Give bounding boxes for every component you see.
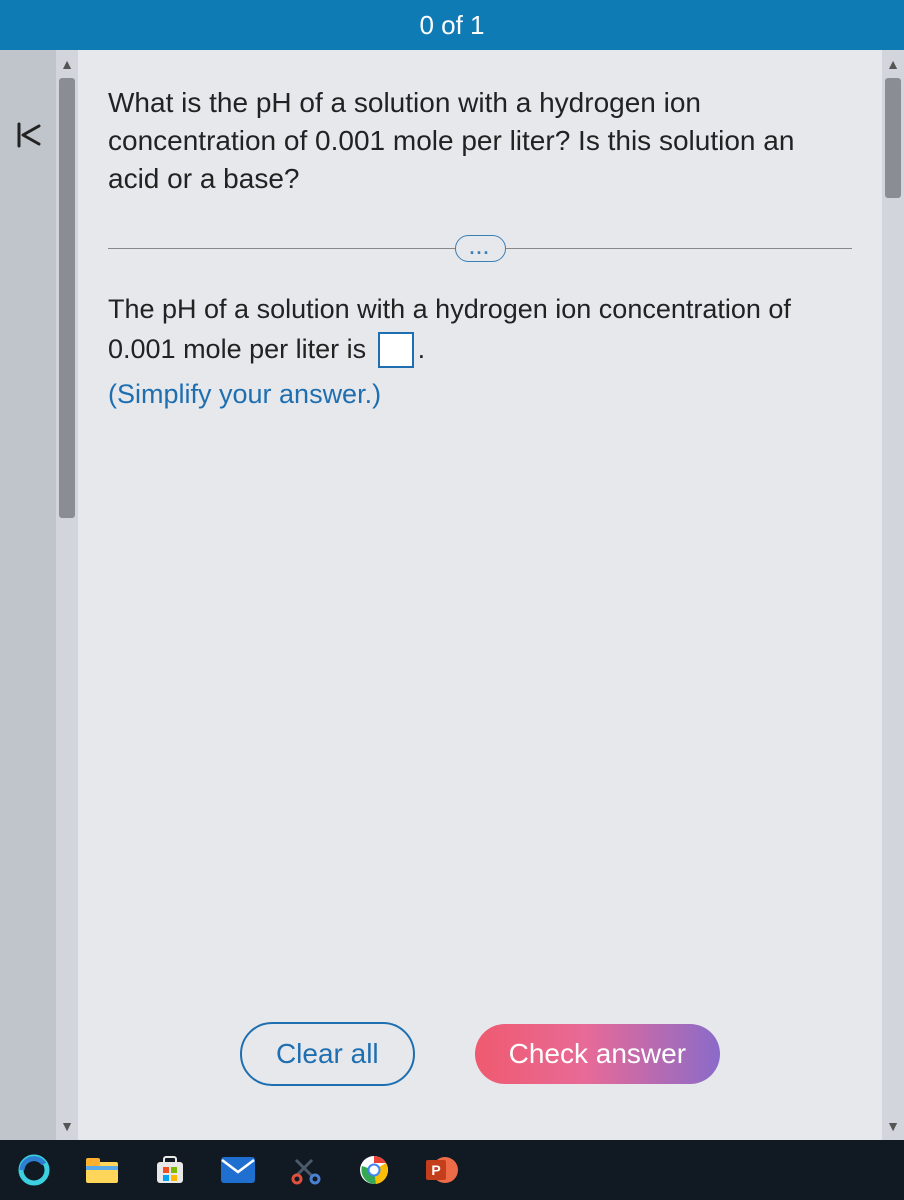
- progress-text: 0 of 1: [419, 10, 484, 41]
- scroll-up-icon[interactable]: ▲: [886, 50, 900, 78]
- divider: ...: [108, 235, 852, 262]
- simplify-hint: (Simplify your answer.): [108, 375, 852, 414]
- divider-line: [506, 248, 853, 249]
- scroll-thumb[interactable]: [59, 78, 75, 518]
- button-row: Clear all Check answer: [108, 1012, 852, 1116]
- left-scrollbar[interactable]: ▲ ▼: [56, 50, 78, 1140]
- left-gutter: [0, 50, 56, 1140]
- microsoft-store-icon[interactable]: [150, 1150, 190, 1190]
- scroll-track[interactable]: [882, 78, 904, 1112]
- file-explorer-icon[interactable]: [82, 1150, 122, 1190]
- scroll-up-icon[interactable]: ▲: [60, 50, 74, 78]
- top-bar: 0 of 1: [0, 0, 904, 50]
- scroll-down-icon[interactable]: ▼: [60, 1112, 74, 1140]
- scroll-thumb[interactable]: [885, 78, 901, 198]
- edge-icon[interactable]: [14, 1150, 54, 1190]
- more-dots-button[interactable]: ...: [455, 235, 506, 262]
- divider-line: [108, 248, 455, 249]
- scroll-track[interactable]: [56, 78, 78, 1112]
- svg-text:P: P: [431, 1162, 440, 1178]
- chrome-icon[interactable]: [354, 1150, 394, 1190]
- prompt-pre: The pH of a solution with a hydrogen ion…: [108, 294, 791, 363]
- question-text: What is the pH of a solution with a hydr…: [108, 84, 852, 197]
- windows-taskbar[interactable]: P: [0, 1140, 904, 1200]
- powerpoint-icon[interactable]: P: [422, 1150, 462, 1190]
- answer-input[interactable]: [378, 332, 414, 368]
- scroll-down-icon[interactable]: ▼: [886, 1112, 900, 1140]
- content-panel: What is the pH of a solution with a hydr…: [78, 50, 882, 1140]
- right-scrollbar[interactable]: ▲ ▼: [882, 50, 904, 1140]
- prompt-post: .: [418, 334, 426, 364]
- mail-icon[interactable]: [218, 1150, 258, 1190]
- clear-all-button[interactable]: Clear all: [240, 1022, 415, 1086]
- collapse-left-icon[interactable]: [13, 120, 43, 155]
- answer-prompt: The pH of a solution with a hydrogen ion…: [108, 290, 852, 413]
- snipping-tool-icon[interactable]: [286, 1150, 326, 1190]
- check-answer-button[interactable]: Check answer: [475, 1024, 720, 1084]
